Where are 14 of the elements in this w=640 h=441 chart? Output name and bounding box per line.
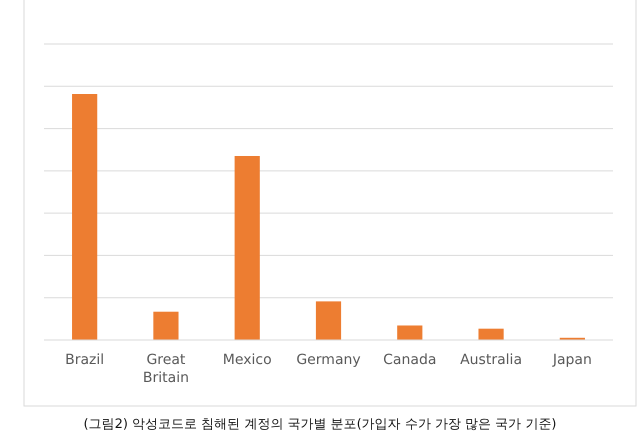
bar <box>316 301 342 340</box>
text: (그림2) 악성코드로 침해된 계정의 국가별 분포(가입자 수가 가장 많은 국가 기준) <box>84 417 556 432</box>
bar <box>234 156 260 340</box>
bar <box>153 312 179 340</box>
bar <box>478 328 504 340</box>
x-tick-label: Mexico <box>222 352 272 368</box>
x-tick-label: Australia <box>460 352 522 368</box>
x-tick-label: Germany <box>296 352 361 368</box>
x-tick-label: Great Britain <box>142 352 189 386</box>
x-tick-label: Brazil <box>65 352 104 368</box>
bar <box>72 94 98 340</box>
bar <box>397 325 422 340</box>
x-tick-label: Japan <box>552 352 592 368</box>
x-tick-label: Canada <box>383 352 436 368</box>
